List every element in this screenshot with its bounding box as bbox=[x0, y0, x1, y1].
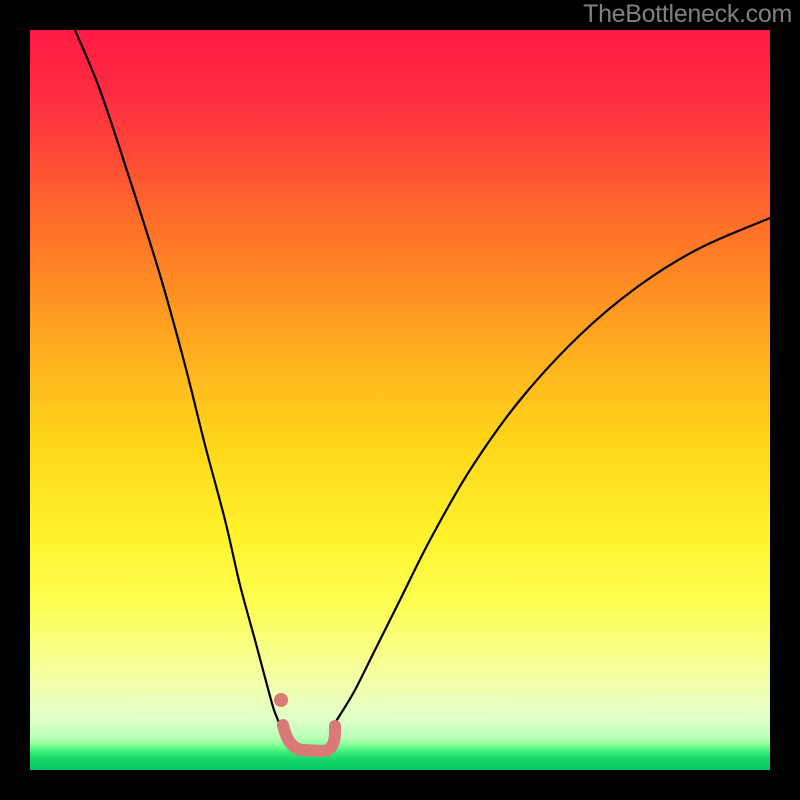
optimal-marker-dot bbox=[274, 693, 288, 707]
gradient-plot-area bbox=[30, 30, 770, 770]
bottleneck-chart bbox=[0, 0, 800, 800]
watermark-text: TheBottleneck.com bbox=[583, 0, 792, 29]
chart-stage: TheBottleneck.com bbox=[0, 0, 800, 800]
